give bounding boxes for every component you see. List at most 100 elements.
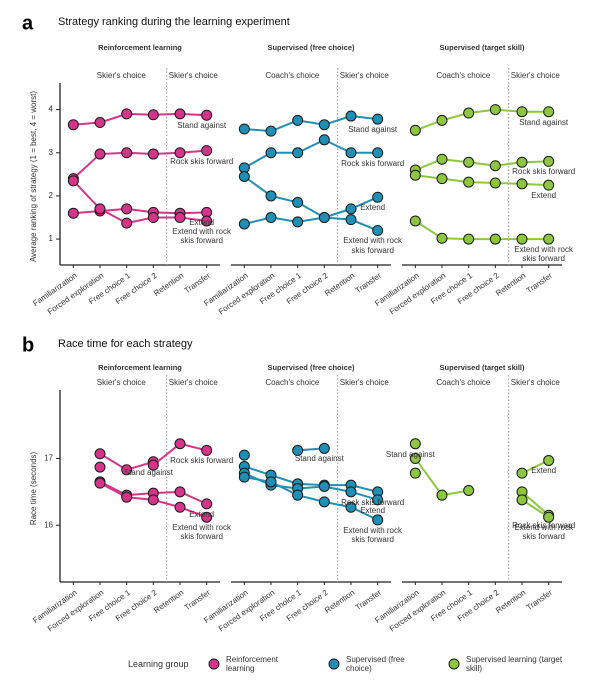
point: [94, 477, 106, 489]
subplot-title: Supervised (target skill): [439, 363, 525, 372]
x-tick-label: Retention: [152, 588, 185, 615]
point: [318, 480, 330, 492]
point: [372, 224, 384, 236]
series-line: [244, 216, 379, 232]
strategy-label: Stand against: [123, 467, 173, 477]
point: [201, 109, 213, 121]
phase-label: Coach's choice: [436, 378, 491, 387]
point: [201, 498, 213, 510]
point: [238, 171, 250, 182]
series-line: [72, 180, 207, 225]
point: [543, 233, 555, 245]
x-tick-label: Transfer: [525, 271, 555, 295]
point: [174, 108, 186, 120]
point: [409, 467, 421, 479]
phase-label: Coach's choice: [265, 378, 320, 387]
y-tick-label: 16: [44, 520, 53, 529]
point: [345, 486, 357, 498]
y-tick-label: 1: [49, 234, 54, 243]
point: [345, 110, 357, 122]
y-axis-label: Average ranking of strategy (1 = best, 4…: [29, 91, 38, 262]
point: [67, 175, 79, 187]
subplot-title: Supervised (free choice): [267, 43, 355, 52]
strategy-label: Extend: [189, 509, 215, 519]
x-tick-label: Retention: [494, 271, 527, 298]
point: [463, 233, 475, 245]
point: [409, 169, 421, 181]
point: [516, 494, 528, 506]
point: [121, 147, 133, 159]
point: [147, 148, 159, 160]
point: [489, 177, 501, 189]
strategy-label: Extend with rock skis forward: [514, 245, 573, 264]
strategy-label: Stand against: [177, 121, 227, 131]
legend-swatch: [328, 658, 340, 670]
point: [543, 454, 555, 466]
point: [409, 215, 421, 227]
y-tick-label: 4: [49, 105, 54, 114]
subplot-title: Reinforcement learning: [98, 43, 182, 52]
point: [345, 203, 357, 215]
point: [292, 489, 304, 501]
point: [265, 212, 277, 224]
legend-label: Supervised learning (target skill): [466, 655, 563, 674]
point: [67, 119, 79, 131]
phase-label: Skier's choice: [511, 71, 561, 80]
subplot-title: Reinforcement learning: [98, 363, 182, 372]
point: [436, 153, 448, 165]
x-tick-label: Retention: [494, 588, 527, 615]
x-tick-label: Transfer: [525, 588, 555, 612]
point: [94, 148, 106, 160]
point: [147, 212, 159, 224]
point: [543, 179, 555, 191]
point: [463, 485, 475, 497]
strategy-label: Rock skis forward: [512, 521, 576, 531]
point: [516, 178, 528, 190]
phase-label: Skier's choice: [511, 378, 561, 387]
point: [265, 125, 277, 137]
x-tick-label: Retention: [323, 588, 356, 615]
point: [147, 109, 159, 121]
phase-label: Skier's choice: [97, 71, 147, 80]
point: [94, 461, 106, 473]
point: [238, 218, 250, 230]
legend-label: Reinforcement learning: [226, 655, 279, 674]
point: [409, 124, 421, 136]
point: [292, 444, 304, 456]
point: [436, 173, 448, 185]
legend-swatch: [208, 658, 220, 670]
point: [174, 501, 186, 513]
y-tick-label: 2: [49, 191, 54, 200]
x-tick-label: Transfer: [354, 271, 384, 295]
strategy-label: Rock skis forward: [170, 456, 234, 466]
legend-swatch: [448, 658, 460, 670]
panel-title: Strategy ranking during the learning exp…: [58, 16, 290, 28]
point: [67, 207, 79, 219]
subplot-title: Supervised (target skill): [439, 43, 525, 52]
strategy-label: Stand against: [385, 449, 435, 459]
point: [543, 106, 555, 118]
point: [345, 147, 357, 159]
strategy-label: Stand against: [519, 117, 569, 127]
strategy-label: Extend: [531, 191, 557, 201]
point: [201, 145, 213, 157]
point: [436, 489, 448, 501]
y-axis-label: Race time (seconds): [29, 451, 38, 525]
point: [372, 494, 384, 506]
strategy-label: Rock skis forward: [341, 497, 405, 507]
point: [292, 196, 304, 208]
point: [238, 449, 250, 461]
strategy-label: Extend with rock skis forward: [172, 226, 231, 246]
strategy-label: Extend: [189, 218, 215, 228]
x-tick-label: Retention: [323, 271, 356, 298]
point: [318, 442, 330, 454]
y-tick-label: 17: [44, 454, 53, 463]
point: [372, 191, 384, 203]
x-tick-label: Transfer: [354, 588, 384, 612]
series-line: [415, 174, 549, 187]
point: [174, 438, 186, 450]
point: [436, 114, 448, 126]
phase-label: Skier's choice: [169, 71, 219, 80]
point: [292, 216, 304, 228]
